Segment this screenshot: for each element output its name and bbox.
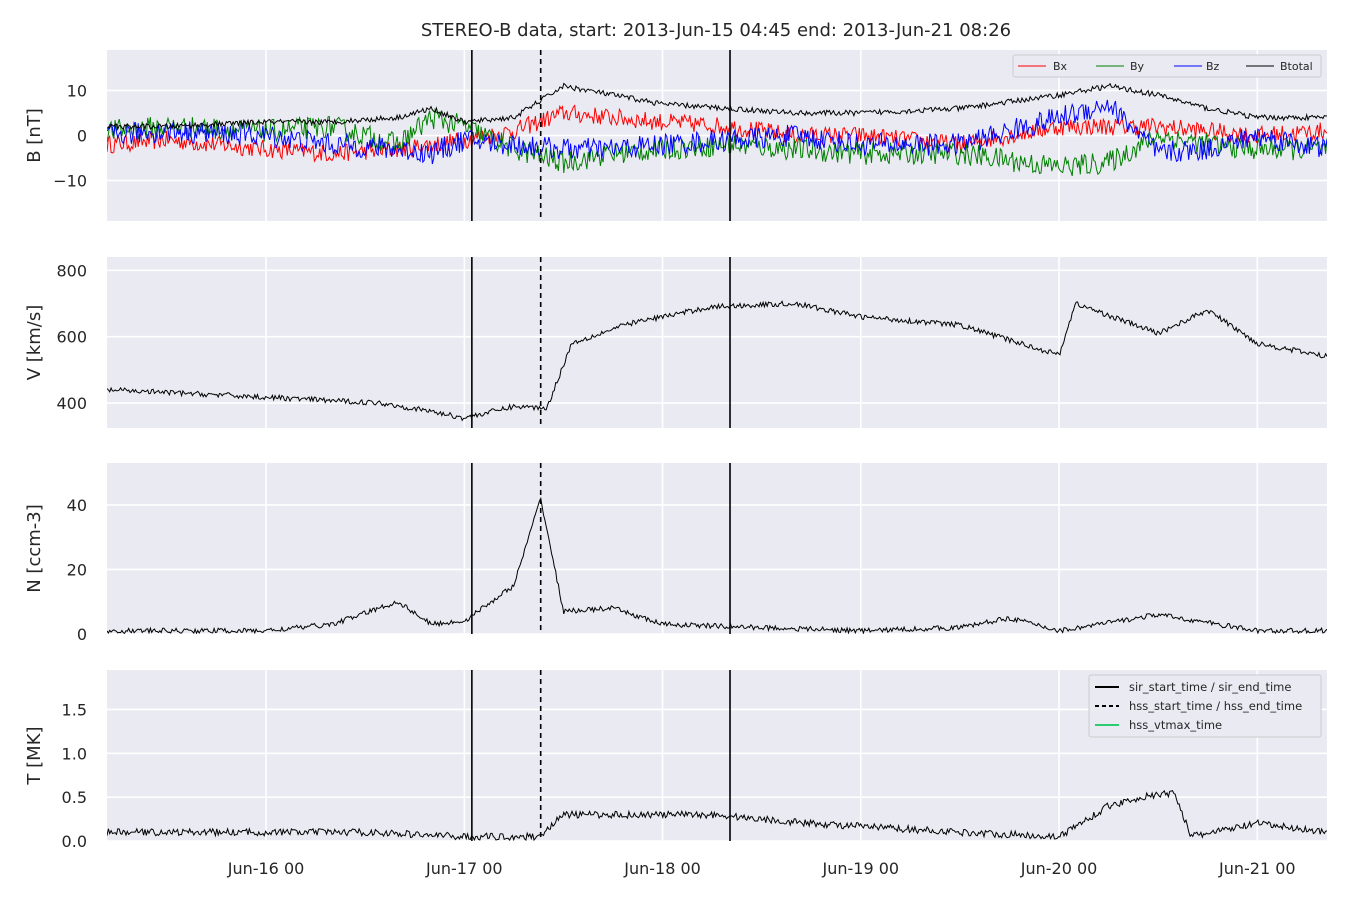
legend-label-2: hss_start_time / hss_end_time	[1129, 699, 1302, 713]
y-tick-label: 1.5	[62, 700, 87, 719]
y-tick-label: 10	[67, 82, 87, 101]
x-tick-label: Jun-18 00	[623, 859, 701, 878]
panel-2: 400 600 800 V [km/s]	[24, 257, 1327, 428]
series-group	[107, 82, 1327, 177]
panel-background	[107, 463, 1327, 634]
y-tick-label: 800	[56, 261, 87, 280]
x-axis-tick-labels: Jun-16 00 Jun-17 00 Jun-18 00 Jun-19 00 Jun-…	[227, 859, 1296, 878]
y-tick-label: 40	[67, 496, 87, 515]
legend-box	[1012, 54, 1322, 78]
y-tick-label: 20	[67, 560, 87, 579]
x-tick-label: Jun-17 00	[425, 859, 503, 878]
x-tick-label: Jun-21 00	[1218, 859, 1296, 878]
panel-1: −10 0 10 B [nT] Bx By Bz Btotal	[24, 50, 1327, 221]
series-group	[107, 496, 1327, 634]
series-line-data	[107, 300, 1327, 422]
figure-title: STEREO-B data, start: 2013-Jun-15 04:45 …	[421, 20, 1011, 41]
series-line-bx	[107, 104, 1327, 163]
y-tick-label: 0.5	[62, 788, 87, 807]
gridlines	[107, 257, 1327, 428]
gridlines	[107, 463, 1327, 635]
panel-4: 0.0 0.5 1.0 1.5 T [MK] sir_start_time / sir_e…	[24, 670, 1327, 851]
legend-label-1: sir_start_time / sir_end_time	[1129, 680, 1291, 694]
y-axis-label: V [km/s]	[24, 305, 45, 380]
x-tick-label: Jun-19 00	[822, 859, 900, 878]
legend-label-by: By	[1130, 60, 1145, 73]
x-tick-label: Jun-20 00	[1020, 859, 1098, 878]
y-tick-label: 600	[56, 328, 87, 347]
legend-event-lines: sir_start_time / sir_end_time hss_start_t…	[1088, 674, 1322, 738]
legend-label-bz: Bz	[1206, 60, 1220, 73]
series-line-bz	[107, 99, 1327, 165]
legend-label-btotal: Btotal	[1280, 60, 1313, 73]
series-line-btotal	[107, 82, 1327, 131]
y-axis-label: T [MK]	[24, 726, 45, 785]
legend-box	[1088, 674, 1322, 738]
y-tick-label: 400	[56, 394, 87, 413]
y-tick-label: 0	[77, 625, 87, 644]
y-tick-label: 0	[77, 127, 87, 146]
y-axis-label: B [nT]	[24, 108, 45, 163]
y-axis-label: N [ccm-3]	[24, 504, 45, 593]
legend-label-bx: Bx	[1053, 60, 1068, 73]
y-tick-label: 1.0	[62, 744, 87, 763]
series-group	[107, 300, 1327, 422]
legend-b-field: Bx By Bz Btotal	[1012, 54, 1322, 78]
x-tick-label: Jun-16 00	[227, 859, 305, 878]
series-group	[107, 789, 1327, 841]
series-line-data	[107, 496, 1327, 634]
y-tick-label: −10	[53, 172, 87, 191]
series-line-data	[107, 789, 1327, 841]
legend-label-3: hss_vtmax_time	[1129, 718, 1222, 732]
y-tick-label: 0.0	[62, 832, 87, 851]
panel-3: 0 20 40 N [ccm-3]	[24, 463, 1327, 644]
